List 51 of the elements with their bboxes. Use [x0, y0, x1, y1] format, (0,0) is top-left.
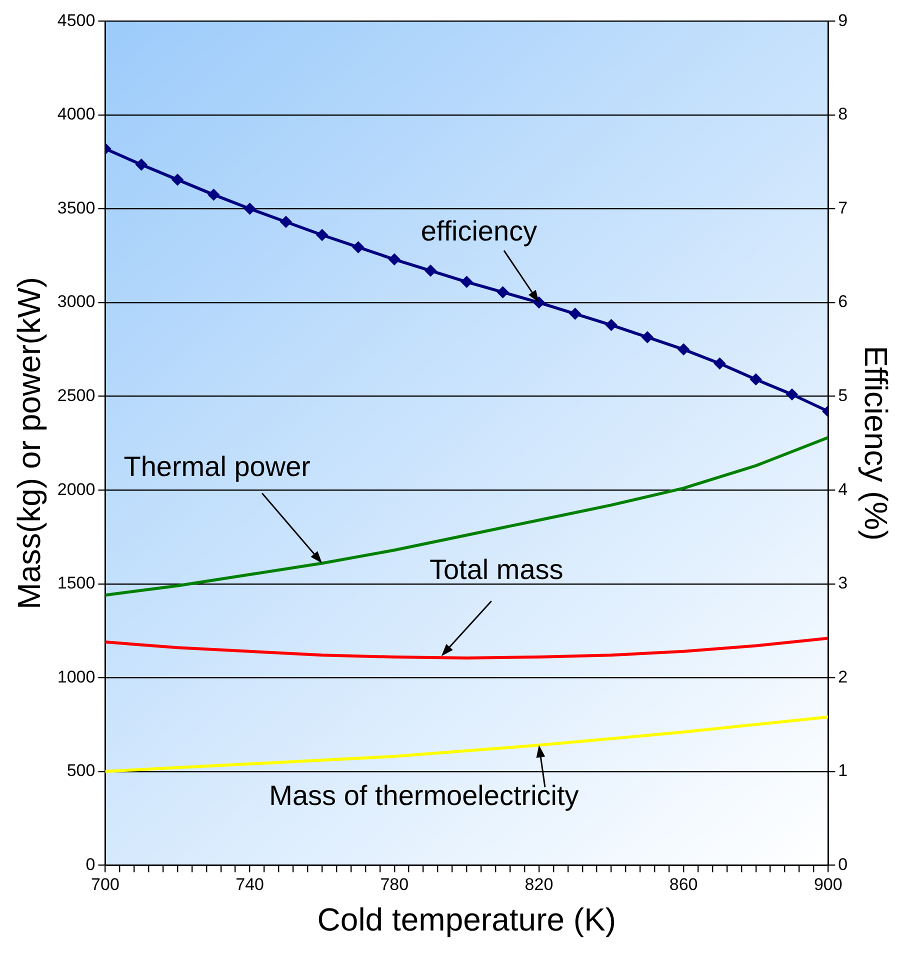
- x-tick-label: 900: [814, 875, 842, 894]
- y-tick-label: 4500: [57, 10, 96, 30]
- point: [425, 265, 436, 276]
- point: [244, 203, 256, 214]
- point: [461, 276, 472, 288]
- annotation: Total mass: [429, 554, 564, 585]
- y-tick-label: 3000: [57, 292, 96, 312]
- y-tick-label: 2500: [57, 386, 96, 405]
- point: [606, 320, 617, 331]
- y-tick-label: 4000: [57, 104, 96, 124]
- y2-tick-label: 0: [838, 854, 848, 874]
- x-tick-label: 780: [380, 875, 409, 894]
- point: [208, 189, 220, 200]
- annotation: efficiency: [420, 215, 538, 246]
- y2-tick-label: 8: [838, 104, 848, 124]
- y-tick-label: 3500: [57, 198, 96, 218]
- annotation: Mass of thermoelectricity: [269, 780, 579, 811]
- y2-tick-label: 3: [838, 574, 848, 593]
- point: [280, 216, 292, 228]
- y2-tick-label: 7: [838, 198, 848, 218]
- point: [570, 308, 581, 320]
- point: [678, 344, 690, 355]
- x-axis-title: Cold temperature (K): [317, 902, 616, 938]
- annotation: Thermal power: [124, 450, 310, 482]
- y2-tick-label: 6: [838, 292, 848, 312]
- y-axis-title: Mass(kg) or power(kW): [11, 276, 48, 610]
- x-tick-label: 860: [669, 875, 698, 894]
- point: [136, 159, 147, 170]
- y2-tick-label: 9: [838, 10, 848, 30]
- x-tick-label: 700: [91, 875, 120, 894]
- x-tick-label: 820: [524, 875, 554, 894]
- point: [642, 332, 653, 343]
- x-tick-label: 740: [236, 875, 264, 894]
- y-tick-label: 2000: [57, 480, 96, 499]
- y-tick-label: 1000: [57, 667, 96, 686]
- y-tick-label: 500: [66, 761, 96, 780]
- point: [388, 254, 400, 265]
- point: [786, 388, 798, 400]
- y2-tick-label: 1: [838, 761, 848, 780]
- y-tick-label: 1500: [57, 574, 96, 593]
- y-tick-label: 0: [86, 854, 96, 874]
- point: [750, 374, 762, 385]
- y2-tick-label: 5: [838, 386, 848, 405]
- point: [316, 230, 328, 241]
- y2-tick-label: 4: [838, 480, 848, 499]
- y2-axis-title: Efficiency (%): [858, 346, 894, 541]
- point: [172, 174, 184, 186]
- point: [714, 358, 726, 369]
- point: [497, 286, 508, 298]
- point: [352, 242, 364, 253]
- y2-tick-label: 2: [838, 667, 848, 686]
